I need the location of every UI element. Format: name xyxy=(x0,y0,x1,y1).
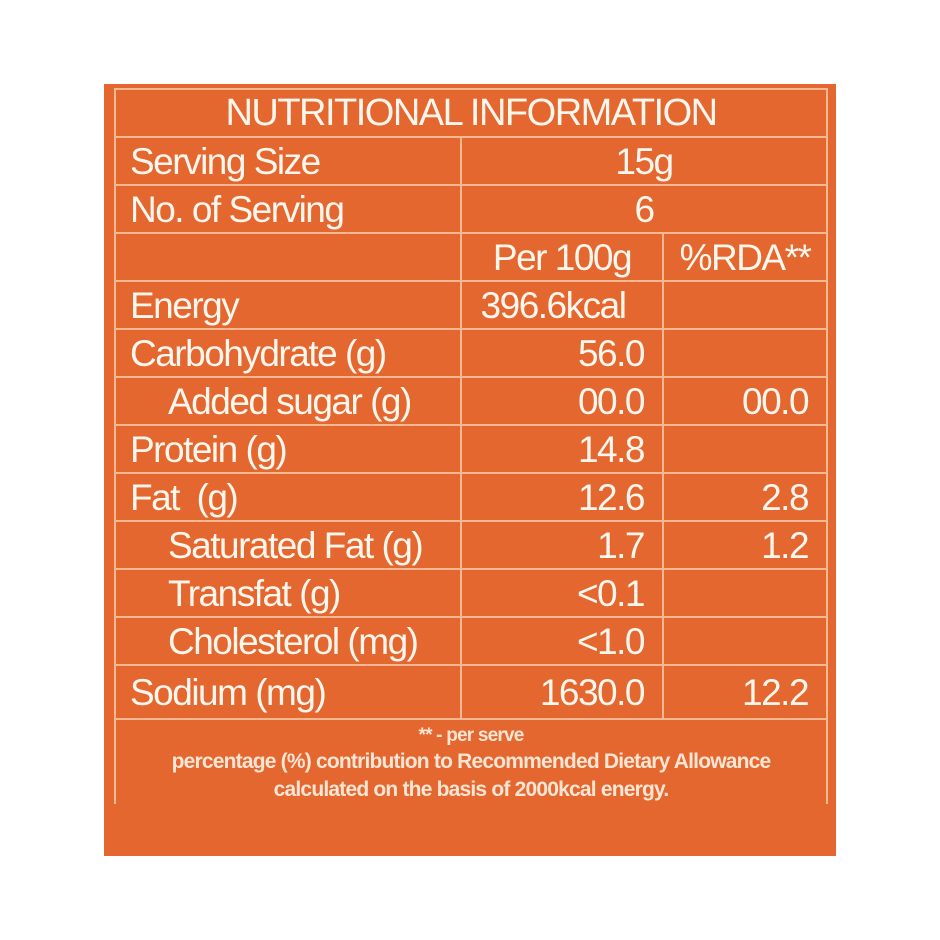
serving-size-label: Serving Size xyxy=(114,136,462,186)
table-row: Saturated Fat (g) 1.7 1.2 xyxy=(114,520,829,570)
nutrient-per100: 14.8 xyxy=(460,424,664,474)
nutrient-rda: 12.2 xyxy=(661,664,829,720)
nutrient-per100: 00.0 xyxy=(460,376,664,426)
column-header-rda: %RDA** xyxy=(661,232,829,282)
footnote: ** - per serve percentage (%) contributi… xyxy=(113,718,829,804)
table-row: Added sugar (g) 00.0 00.0 xyxy=(114,376,829,426)
footnote-per-serve: ** - per serve xyxy=(418,725,525,746)
nutrient-name: Fat (g) xyxy=(114,472,462,522)
nutrient-rda: 00.0 xyxy=(661,376,829,426)
table-row: Energy 396.6kcal xyxy=(114,280,829,330)
nutrient-per100: 1.7 xyxy=(460,520,664,570)
nutrient-per100: 12.6 xyxy=(460,472,664,522)
nutrient-per100: <1.0 xyxy=(460,616,664,666)
table-row: Transfat (g) <0.1 xyxy=(114,568,829,618)
serving-size-value: 15g xyxy=(459,136,829,186)
nutrient-name: Cholesterol (mg) xyxy=(114,616,462,666)
nutrient-name: Carbohydrate (g) xyxy=(114,328,462,378)
column-header-blank xyxy=(114,232,462,282)
table-row: Protein (g) 14.8 xyxy=(114,424,829,474)
serving-size-row: Serving Size 15g xyxy=(114,136,829,186)
serving-count-label: No. of Serving xyxy=(114,184,462,234)
table-title: NUTRITIONAL INFORMATION xyxy=(113,88,829,138)
nutrient-rda xyxy=(661,616,829,666)
serving-count-row: No. of Serving 6 xyxy=(114,184,829,234)
nutrient-per100: 56.0 xyxy=(460,328,664,378)
table-row: Cholesterol (mg) <1.0 xyxy=(114,616,829,666)
nutrient-per100: 396.6kcal xyxy=(460,280,664,330)
nutrient-name: Sodium (mg) xyxy=(114,664,462,720)
table-row: Fat (g) 12.6 2.8 xyxy=(114,472,829,522)
column-header-row: Per 100g %RDA** xyxy=(114,232,829,282)
nutrient-name: Added sugar (g) xyxy=(114,376,462,426)
nutrient-name: Energy xyxy=(114,280,462,330)
table-row: Carbohydrate (g) 56.0 xyxy=(114,328,829,378)
table-row: Sodium (mg) 1630.0 12.2 xyxy=(114,664,829,720)
nutrient-rda: 1.2 xyxy=(661,520,829,570)
serving-count-value: 6 xyxy=(459,184,829,234)
nutrient-name: Transfat (g) xyxy=(114,568,462,618)
nutrient-rda: 2.8 xyxy=(661,472,829,522)
nutrient-rda xyxy=(661,424,829,474)
column-header-per100: Per 100g xyxy=(460,232,664,282)
footnote-energy-basis: calculated on the basis of 2000kcal ener… xyxy=(273,778,670,801)
nutrition-table: NUTRITIONAL INFORMATION Serving Size 15g… xyxy=(113,88,829,804)
footnote-rda-explainer: percentage (%) contribution to Recommend… xyxy=(171,750,772,773)
nutrient-rda xyxy=(661,568,829,618)
nutrient-name: Saturated Fat (g) xyxy=(114,520,462,570)
nutrition-label-panel: NUTRITIONAL INFORMATION Serving Size 15g… xyxy=(104,84,836,856)
nutrient-per100: 1630.0 xyxy=(460,664,664,720)
nutrient-name: Protein (g) xyxy=(114,424,462,474)
nutrient-rda xyxy=(661,328,829,378)
nutrient-rda xyxy=(661,280,829,330)
nutrient-per100: <0.1 xyxy=(460,568,664,618)
